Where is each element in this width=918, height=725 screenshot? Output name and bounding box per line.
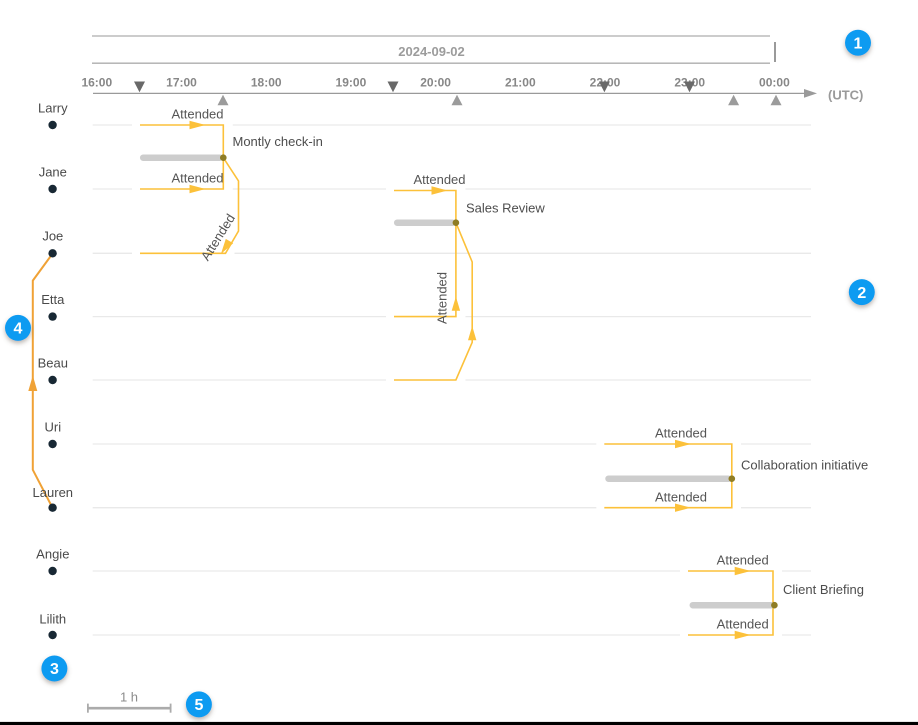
svg-text:2024-09-02: 2024-09-02 bbox=[398, 44, 465, 59]
svg-text:17:00: 17:00 bbox=[166, 76, 197, 90]
svg-text:4: 4 bbox=[14, 321, 23, 338]
svg-text:Lauren: Lauren bbox=[33, 485, 73, 500]
svg-text:Montly check-in: Montly check-in bbox=[233, 134, 323, 149]
svg-text:3: 3 bbox=[50, 661, 59, 678]
svg-text:Attended: Attended bbox=[655, 426, 707, 441]
svg-text:2: 2 bbox=[857, 285, 866, 302]
svg-text:Sales Review: Sales Review bbox=[466, 201, 545, 216]
svg-text:00:00: 00:00 bbox=[759, 76, 790, 90]
svg-text:Larry: Larry bbox=[38, 100, 68, 115]
svg-text:5: 5 bbox=[194, 697, 203, 714]
svg-text:(UTC): (UTC) bbox=[828, 87, 863, 102]
svg-text:21:00: 21:00 bbox=[505, 76, 536, 90]
svg-text:20:00: 20:00 bbox=[420, 76, 451, 90]
svg-text:Joe: Joe bbox=[42, 229, 63, 244]
svg-text:Attended: Attended bbox=[171, 171, 223, 186]
svg-text:Attended: Attended bbox=[655, 489, 707, 504]
svg-text:Attended: Attended bbox=[413, 172, 465, 187]
svg-text:Attended: Attended bbox=[717, 617, 769, 632]
svg-text:Uri: Uri bbox=[44, 419, 61, 434]
svg-text:19:00: 19:00 bbox=[336, 76, 367, 90]
svg-text:Attended: Attended bbox=[435, 272, 450, 324]
svg-text:Angie: Angie bbox=[36, 546, 69, 561]
svg-text:Beau: Beau bbox=[38, 355, 68, 370]
svg-text:1: 1 bbox=[854, 35, 863, 52]
svg-text:Etta: Etta bbox=[41, 292, 65, 307]
svg-text:Lilith: Lilith bbox=[39, 612, 66, 627]
svg-text:Collaboration initiative: Collaboration initiative bbox=[741, 457, 868, 472]
svg-text:1 h: 1 h bbox=[120, 690, 138, 705]
svg-text:Attended: Attended bbox=[171, 107, 223, 122]
svg-text:16:00: 16:00 bbox=[81, 76, 112, 90]
svg-text:18:00: 18:00 bbox=[251, 76, 282, 90]
svg-text:Client Briefing: Client Briefing bbox=[783, 582, 864, 597]
svg-text:Attended: Attended bbox=[717, 553, 769, 568]
svg-text:Jane: Jane bbox=[39, 164, 67, 179]
